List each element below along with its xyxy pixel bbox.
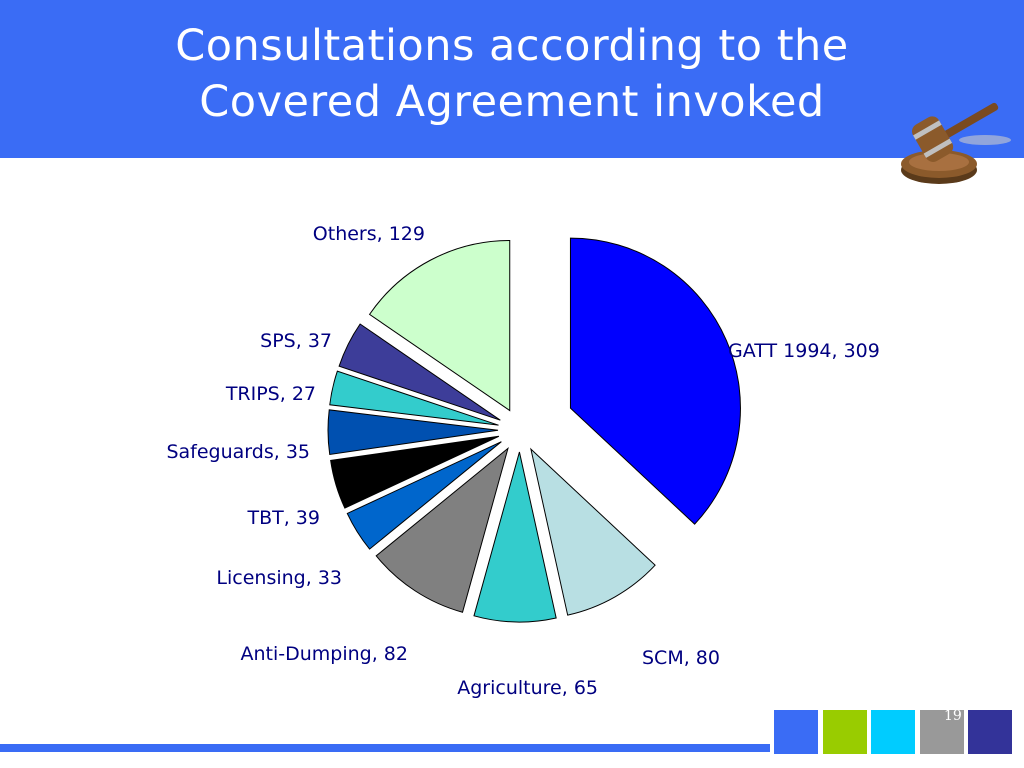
pie-slice-safeguards	[327, 409, 499, 456]
pie-slice-agriculture	[473, 451, 557, 623]
slice-label-scm: SCM, 80	[642, 647, 720, 669]
slice-label-tbt: TBT, 39	[246, 507, 320, 529]
pie-slice-gatt-1994	[569, 237, 741, 525]
title-line-1: Consultations according to the	[175, 21, 849, 71]
slice-label-licensing: Licensing, 33	[216, 567, 342, 589]
title-line-2: Covered Agreement invoked	[199, 77, 825, 127]
pie-slice-others	[368, 240, 511, 412]
pie-slice-tbt	[330, 435, 500, 509]
page-number: 19	[944, 708, 962, 724]
pie-slice-trips	[329, 370, 499, 426]
footer-square-blue	[774, 710, 818, 754]
footer-square-green	[823, 710, 867, 754]
pie-slice-anti-dumping	[375, 447, 509, 613]
footer-square-gray	[920, 710, 964, 754]
pie-slice-sps	[338, 323, 501, 421]
title-banner	[0, 0, 1024, 158]
slice-label-others: Others, 129	[313, 223, 425, 245]
slice-label-safeguards: Safeguards, 35	[166, 441, 310, 463]
gavel-icon	[901, 102, 1011, 184]
slice-label-agriculture: Agriculture, 65	[457, 677, 598, 699]
slice-label-anti-dumping: Anti-Dumping, 82	[240, 643, 408, 665]
pie-slice-scm	[530, 447, 656, 616]
slice-label-trips: TRIPS, 27	[225, 383, 316, 405]
slice-label-sps: SPS, 37	[260, 330, 332, 352]
slide-title: Consultations according to the Covered A…	[0, 18, 1024, 130]
pie-slice-licensing	[346, 441, 502, 550]
footer-square-cyan	[871, 710, 915, 754]
slice-label-gatt-1994: GATT 1994, 309	[728, 340, 880, 362]
footer-square-indigo	[968, 710, 1012, 754]
footer-bar	[0, 744, 770, 752]
